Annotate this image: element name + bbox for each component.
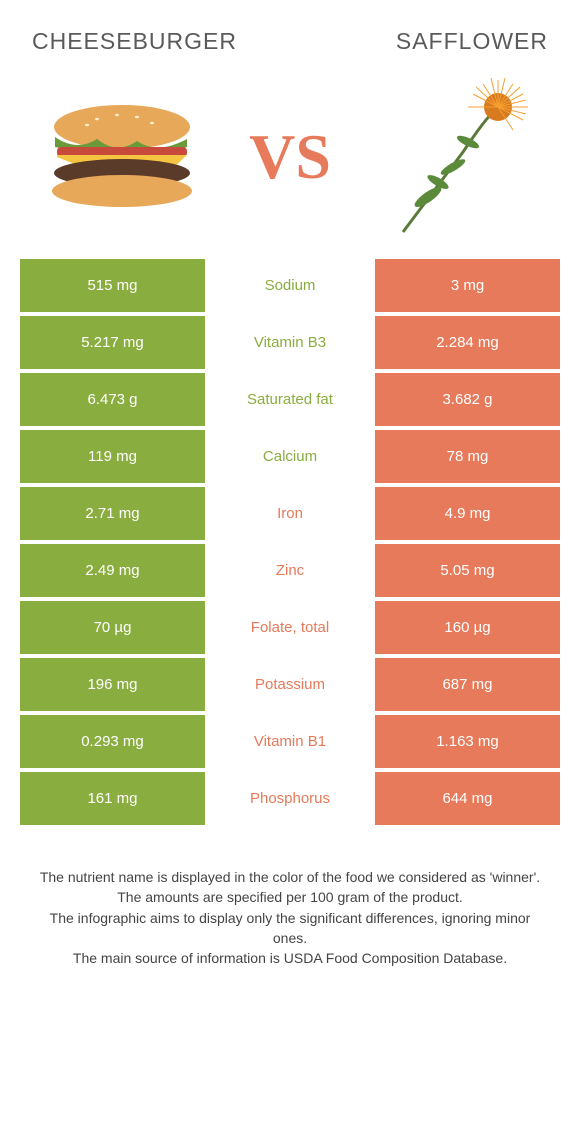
nutrient-name: Zinc [205, 542, 375, 599]
cheeseburger-image [32, 82, 212, 232]
left-value: 196 mg [20, 658, 205, 711]
left-value: 70 µg [20, 601, 205, 654]
right-value: 5.05 mg [375, 544, 560, 597]
nutrient-name: Folate, total [205, 599, 375, 656]
nutrient-name: Vitamin B3 [205, 314, 375, 371]
left-title: Cheeseburger [32, 28, 237, 55]
left-value: 119 mg [20, 430, 205, 483]
right-value: 4.9 mg [375, 487, 560, 540]
footer-notes: The nutrient name is displayed in the co… [12, 827, 568, 968]
comparison-table: 515 mgSodium3 mg5.217 mgVitamin B32.284 … [12, 257, 568, 827]
nutrient-name: Phosphorus [205, 770, 375, 827]
right-value: 1.163 mg [375, 715, 560, 768]
footer-line: The nutrient name is displayed in the co… [36, 867, 544, 887]
nutrient-name: Sodium [205, 257, 375, 314]
right-title: Safflower [396, 28, 548, 55]
table-row: 2.49 mgZinc5.05 mg [20, 542, 560, 599]
table-row: 161 mgPhosphorus644 mg [20, 770, 560, 827]
table-row: 196 mgPotassium687 mg [20, 656, 560, 713]
left-value: 0.293 mg [20, 715, 205, 768]
footer-line: The main source of information is USDA F… [36, 948, 544, 968]
left-value: 6.473 g [20, 373, 205, 426]
footer-line: The infographic aims to display only the… [36, 908, 544, 949]
images-row: VS [12, 67, 568, 257]
vs-label: VS [249, 120, 331, 194]
right-value: 2.284 mg [375, 316, 560, 369]
right-value: 3.682 g [375, 373, 560, 426]
left-value: 5.217 mg [20, 316, 205, 369]
footer-line: The amounts are specified per 100 gram o… [36, 887, 544, 907]
nutrient-name: Potassium [205, 656, 375, 713]
table-row: 2.71 mgIron4.9 mg [20, 485, 560, 542]
nutrient-name: Calcium [205, 428, 375, 485]
right-value: 687 mg [375, 658, 560, 711]
nutrient-name: Vitamin B1 [205, 713, 375, 770]
table-row: 0.293 mgVitamin B11.163 mg [20, 713, 560, 770]
left-value: 2.49 mg [20, 544, 205, 597]
table-row: 70 µgFolate, total160 µg [20, 599, 560, 656]
right-value: 160 µg [375, 601, 560, 654]
safflower-image [368, 82, 548, 232]
left-value: 161 mg [20, 772, 205, 825]
left-value: 515 mg [20, 259, 205, 312]
table-row: 515 mgSodium3 mg [20, 257, 560, 314]
table-row: 5.217 mgVitamin B32.284 mg [20, 314, 560, 371]
right-value: 3 mg [375, 259, 560, 312]
right-value: 78 mg [375, 430, 560, 483]
right-value: 644 mg [375, 772, 560, 825]
table-row: 119 mgCalcium78 mg [20, 428, 560, 485]
table-row: 6.473 gSaturated fat3.682 g [20, 371, 560, 428]
left-value: 2.71 mg [20, 487, 205, 540]
nutrient-name: Iron [205, 485, 375, 542]
nutrient-name: Saturated fat [205, 371, 375, 428]
header-row: Cheeseburger Safflower [12, 20, 568, 67]
